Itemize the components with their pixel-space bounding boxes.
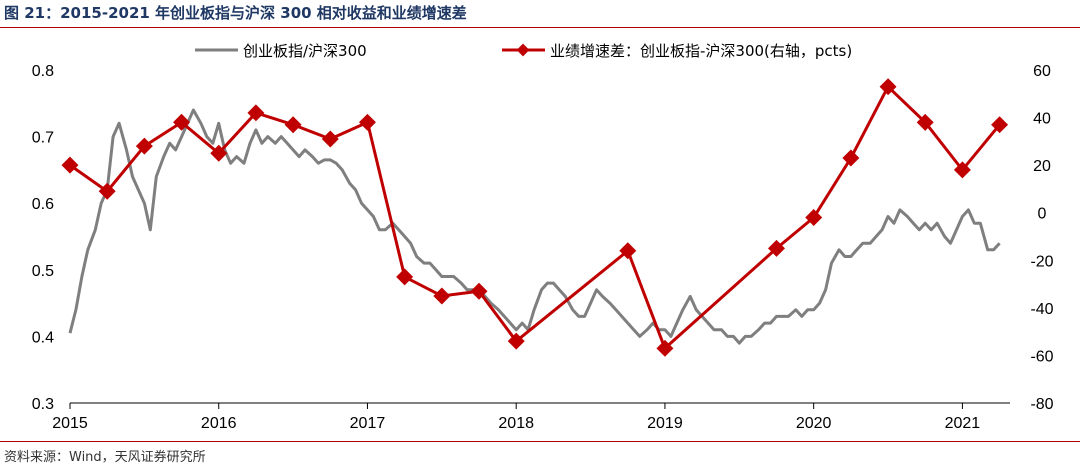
left-y-tick-label: 0.5	[32, 263, 54, 280]
plot-area	[61, 78, 1009, 357]
growth-point-marker	[656, 339, 674, 357]
left-axis-ticks: 0.3 0.4 0.5 0.6 0.7 0.8	[32, 63, 54, 413]
right-axis-ticks: -80 -60 -40 -20 0 20 40 60	[1030, 63, 1053, 413]
growth-point-marker	[247, 104, 265, 122]
series-line-growth	[69, 84, 1001, 351]
growth-point-marker	[953, 161, 971, 179]
x-tick-label: 2018	[498, 415, 534, 432]
x-tick-label: 2015	[52, 415, 88, 432]
x-tick-label: 2020	[796, 415, 832, 432]
right-y-tick-label: -40	[1030, 301, 1053, 318]
right-y-tick-label: 0	[1038, 206, 1047, 223]
growth-point-marker	[284, 116, 302, 134]
right-y-tick-label: -80	[1030, 396, 1053, 413]
x-tick-label: 2017	[350, 415, 386, 432]
figure-title: 图 21：2015-2021 年创业板指与沪深 300 相对收益和业绩增速差	[4, 4, 467, 22]
x-tick-label: 2019	[647, 415, 683, 432]
right-y-tick-label: 60	[1033, 63, 1051, 80]
growth-point-marker	[842, 149, 860, 167]
x-tick-label: 2016	[201, 415, 237, 432]
left-y-tick-label: 0.6	[32, 196, 54, 213]
growth-point-marker	[358, 113, 376, 131]
growth-point-marker	[135, 137, 153, 155]
growth-point-marker	[321, 130, 339, 148]
legend: 创业板指/沪深300 业绩增速差：创业板指-沪深300(右轴，pcts)	[195, 42, 852, 60]
left-y-tick-label: 0.3	[32, 396, 54, 413]
growth-point-marker	[433, 287, 451, 305]
growth-point-marker	[396, 268, 414, 286]
left-y-tick-label: 0.4	[32, 329, 54, 346]
legend-label-growth: 业绩增速差：创业板指-沪深300(右轴，pcts)	[550, 42, 852, 60]
right-y-tick-label: -20	[1030, 253, 1053, 270]
legend-label-ratio: 创业板指/沪深300	[243, 42, 367, 60]
legend-marker-growth	[516, 43, 530, 57]
left-y-tick-label: 0.7	[32, 130, 54, 147]
right-y-tick-label: 40	[1033, 111, 1051, 128]
growth-point-marker	[470, 282, 488, 300]
series-line-ratio	[68, 108, 1001, 345]
x-axis-ticks: 2015 2016 2017 2018 2019 2020 2021	[52, 403, 980, 432]
source-divider	[0, 441, 1080, 442]
right-y-tick-label: -60	[1030, 348, 1053, 365]
source-note: 资料来源：Wind，天风证券研究所	[4, 450, 206, 465]
growth-point-marker	[991, 116, 1009, 134]
chart: 创业板指/沪深300 业绩增速差：创业板指-沪深300(右轴，pcts) 201…	[32, 42, 1054, 432]
growth-point-marker	[173, 113, 191, 131]
growth-point-marker	[210, 144, 228, 162]
x-tick-label: 2021	[945, 415, 981, 432]
growth-point-marker	[879, 78, 897, 96]
left-y-tick-label: 0.8	[32, 63, 54, 80]
right-y-tick-label: 20	[1033, 158, 1051, 175]
growth-point-marker	[61, 156, 79, 174]
growth-point-marker	[98, 182, 116, 200]
title-divider	[0, 27, 1080, 28]
